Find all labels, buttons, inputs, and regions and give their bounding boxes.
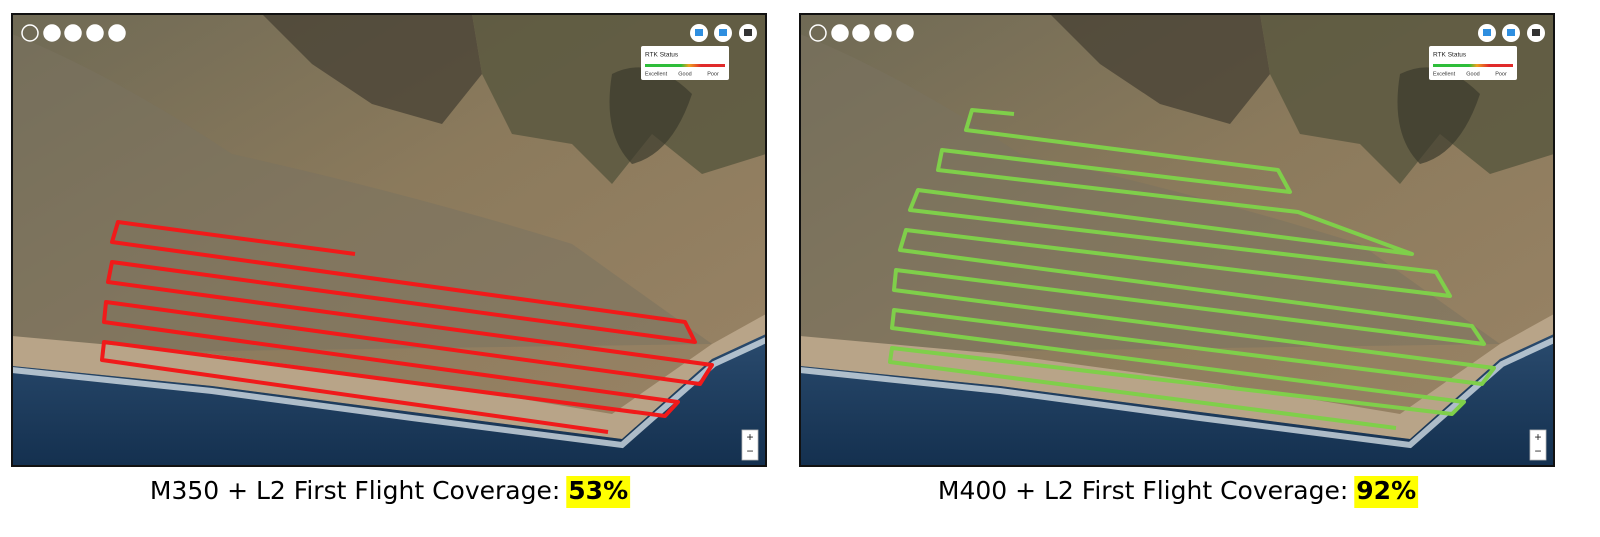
- rtk-label: Poor: [707, 71, 719, 77]
- zoom-box: [741, 429, 759, 461]
- zoom-in[interactable]: +: [1534, 430, 1541, 444]
- button-icon: [1507, 29, 1515, 36]
- map-tool-button[interactable]: [86, 24, 104, 42]
- map-tool-button[interactable]: [874, 24, 892, 42]
- rtk-label: Good: [1466, 71, 1479, 77]
- flight-path: [888, 108, 1496, 430]
- caption-text: M350 + L2 First Flight Coverage:: [150, 476, 560, 505]
- caption-text: M400 + L2 First Flight Coverage:: [938, 476, 1348, 505]
- rtk-bar: [1433, 64, 1513, 67]
- button-icon: [1483, 29, 1491, 36]
- caption-value: 92%: [1356, 476, 1416, 505]
- ocean: [12, 334, 766, 466]
- rtk-title: RTK Status: [1433, 52, 1467, 59]
- beach: [800, 314, 1554, 439]
- map-panel: RTK Status Excellent Good Poor +−: [799, 13, 1556, 467]
- zoom-box: [1529, 429, 1547, 461]
- rtk-label: Excellent: [1433, 71, 1456, 77]
- caption: M350 + L2 First Flight Coverage: 53%: [150, 476, 628, 505]
- map-tool-button[interactable]: [809, 24, 827, 42]
- value-highlight: [566, 476, 631, 508]
- zoom-in[interactable]: +: [746, 430, 753, 444]
- map-tool-button[interactable]: [21, 24, 39, 42]
- rtk-label: Good: [678, 71, 691, 77]
- mountain: [262, 14, 482, 124]
- map-tool-button[interactable]: [64, 24, 82, 42]
- button-icon: [719, 29, 727, 36]
- zoom-out[interactable]: −: [746, 444, 753, 458]
- flight-path: [100, 220, 714, 434]
- map-tool-button[interactable]: [896, 24, 914, 42]
- rtk-status: RTK Status Excellent Good Poor: [641, 46, 729, 80]
- rtk-status: RTK Status Excellent Good Poor: [1429, 46, 1517, 80]
- map-tool-button[interactable]: [108, 24, 126, 42]
- ocean: [800, 334, 1554, 466]
- rtk-title: RTK Status: [645, 52, 679, 59]
- beach: [12, 314, 766, 439]
- hills-dark: [609, 67, 692, 164]
- mountain: [1050, 14, 1270, 124]
- map-border: [11, 13, 767, 467]
- caption: M400 + L2 First Flight Coverage: 92%: [938, 476, 1416, 505]
- zoom-out[interactable]: −: [1534, 444, 1541, 458]
- rtk-box: [1429, 46, 1517, 80]
- caption-value: 53%: [568, 476, 628, 505]
- zoom-control: +−: [1529, 429, 1547, 461]
- value-highlight: [1354, 476, 1419, 508]
- map-tool-button[interactable]: [852, 24, 870, 42]
- button-icon: [695, 29, 703, 36]
- zoom-control: +−: [741, 429, 759, 461]
- rtk-label: Excellent: [645, 71, 668, 77]
- map-tool-button[interactable]: [43, 24, 61, 42]
- map-border: [799, 13, 1555, 467]
- hills-dark: [1397, 67, 1480, 164]
- rtk-box: [641, 46, 729, 80]
- surf: [799, 337, 1556, 449]
- map-panel: RTK Status Excellent Good Poor +−: [11, 13, 768, 467]
- rtk-label: Poor: [1495, 71, 1507, 77]
- surf: [11, 337, 768, 449]
- button-icon: [744, 29, 752, 36]
- map-tool-button[interactable]: [831, 24, 849, 42]
- rtk-bar: [645, 64, 725, 67]
- button-icon: [1532, 29, 1540, 36]
